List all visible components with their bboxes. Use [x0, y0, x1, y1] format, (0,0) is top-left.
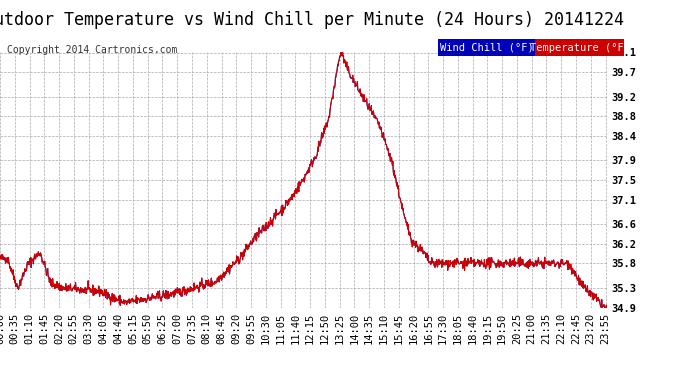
- Text: Wind Chill (°F): Wind Chill (°F): [440, 43, 533, 53]
- Text: Outdoor Temperature vs Wind Chill per Minute (24 Hours) 20141224: Outdoor Temperature vs Wind Chill per Mi…: [0, 11, 624, 29]
- Text: Copyright 2014 Cartronics.com: Copyright 2014 Cartronics.com: [7, 45, 177, 55]
- Text: Temperature (°F): Temperature (°F): [530, 43, 629, 53]
